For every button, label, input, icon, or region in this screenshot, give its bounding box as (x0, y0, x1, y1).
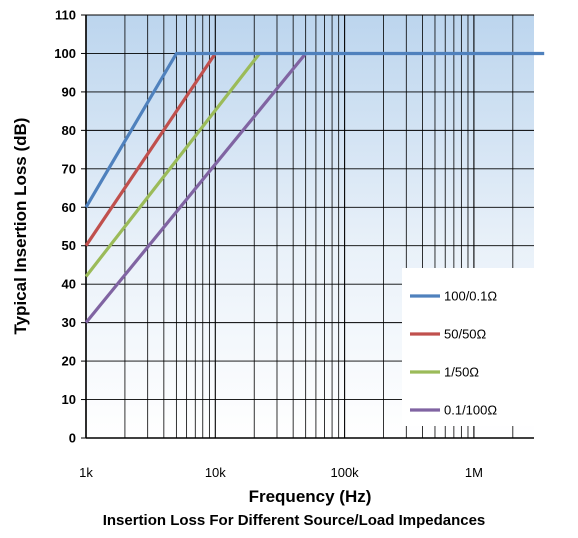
y-tick-label: 0 (69, 431, 76, 446)
y-tick-label: 70 (62, 161, 76, 176)
chart-title: Insertion Loss For Different Source/Load… (103, 512, 486, 529)
legend-label: 100/0.1Ω (444, 289, 497, 304)
legend-label: 1/50Ω (444, 365, 479, 380)
legend-box (402, 268, 534, 426)
y-tick-label: 40 (62, 277, 76, 292)
y-tick-label: 110 (55, 8, 76, 23)
y-tick-label: 90 (62, 84, 76, 99)
y-tick-label: 50 (62, 238, 76, 253)
data-series (84, 51, 545, 324)
vertical-gridlines (85, 15, 514, 438)
y-tick-label: 80 (62, 123, 76, 138)
series-line (84, 52, 261, 278)
series-line (84, 52, 217, 247)
y-tick-label: 10 (62, 392, 76, 407)
x-axis-title: Frequency (Hz) (249, 487, 372, 506)
x-tick-label: 100k (330, 465, 359, 480)
y-tick-label: 30 (62, 315, 76, 330)
y-axis-title: Typical Insertion Loss (dB) (11, 118, 30, 335)
series-line (84, 51, 545, 209)
axes (81, 14, 534, 439)
x-tick-label: 1M (465, 465, 483, 480)
y-tick-labels: 0 10 20 30 40 50 60 70 80 90 100 110 (54, 8, 76, 446)
x-tick-labels: 1k 10k 100k 1M (79, 465, 483, 480)
legend-label: 0.1/100Ω (444, 403, 497, 418)
legend: 100/0.1Ω 50/50Ω 1/50Ω 0.1/100Ω (402, 268, 534, 426)
legend-label: 50/50Ω (444, 327, 487, 342)
series-line (84, 52, 307, 324)
x-tick-label: 1k (79, 465, 93, 480)
x-tick-label: 10k (205, 465, 226, 480)
y-tick-label: 60 (62, 200, 76, 215)
y-tick-label: 100 (54, 46, 76, 61)
y-tick-label: 20 (62, 354, 76, 369)
